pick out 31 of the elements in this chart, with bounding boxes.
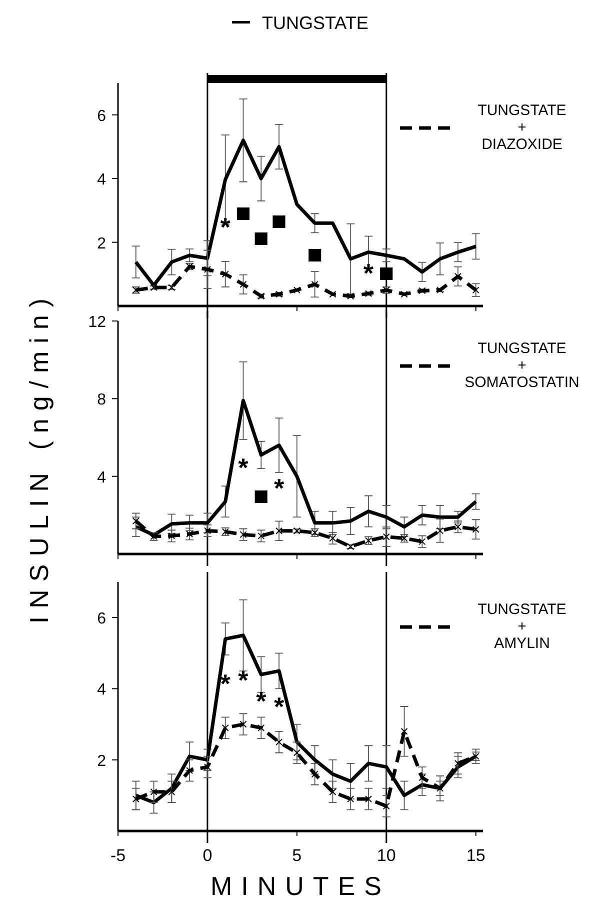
annotation: ■ — [306, 238, 323, 269]
x-tick-label: 15 — [466, 846, 486, 865]
annotation: * — [274, 473, 285, 504]
y-tick-label: 4 — [97, 172, 106, 189]
y-tick-label: 8 — [97, 392, 106, 409]
text: TUNGSTATE + SOMATOSTATIN — [464, 340, 580, 391]
legend-label: TUNGSTATE + AMYLIN — [478, 601, 566, 652]
y-tick-label: 4 — [97, 469, 106, 486]
y-axis-title: INSULIN (ng/min) — [24, 290, 54, 624]
annotation: * — [238, 452, 250, 483]
annotation: * — [256, 686, 268, 716]
x-tick-label: -5 — [110, 846, 126, 865]
annotation: ■ — [253, 222, 269, 252]
annotation: * — [238, 664, 250, 695]
text: TUNGSTATE — [262, 13, 368, 33]
annotation: * — [220, 668, 232, 698]
x-tick-label: 0 — [202, 846, 212, 865]
y-tick-label: 2 — [97, 752, 106, 770]
y-tick-label: 6 — [97, 610, 106, 628]
annotation: ■ — [235, 197, 252, 228]
x-tick-label: 10 — [376, 846, 396, 865]
x-tick-label: 5 — [292, 846, 302, 865]
x-axis-title: MINUTES — [210, 871, 390, 901]
y-tick-label: 4 — [97, 682, 106, 699]
y-tick-label: 6 — [97, 108, 106, 125]
annotation: ■ — [253, 480, 269, 510]
annotation: * — [274, 692, 285, 722]
y-tick-label: 2 — [97, 235, 106, 252]
annotation: ■ — [271, 205, 287, 236]
y-tick-label: 12 — [88, 314, 106, 331]
legend-label: TUNGSTATE + DIAZOXIDE — [478, 102, 566, 153]
